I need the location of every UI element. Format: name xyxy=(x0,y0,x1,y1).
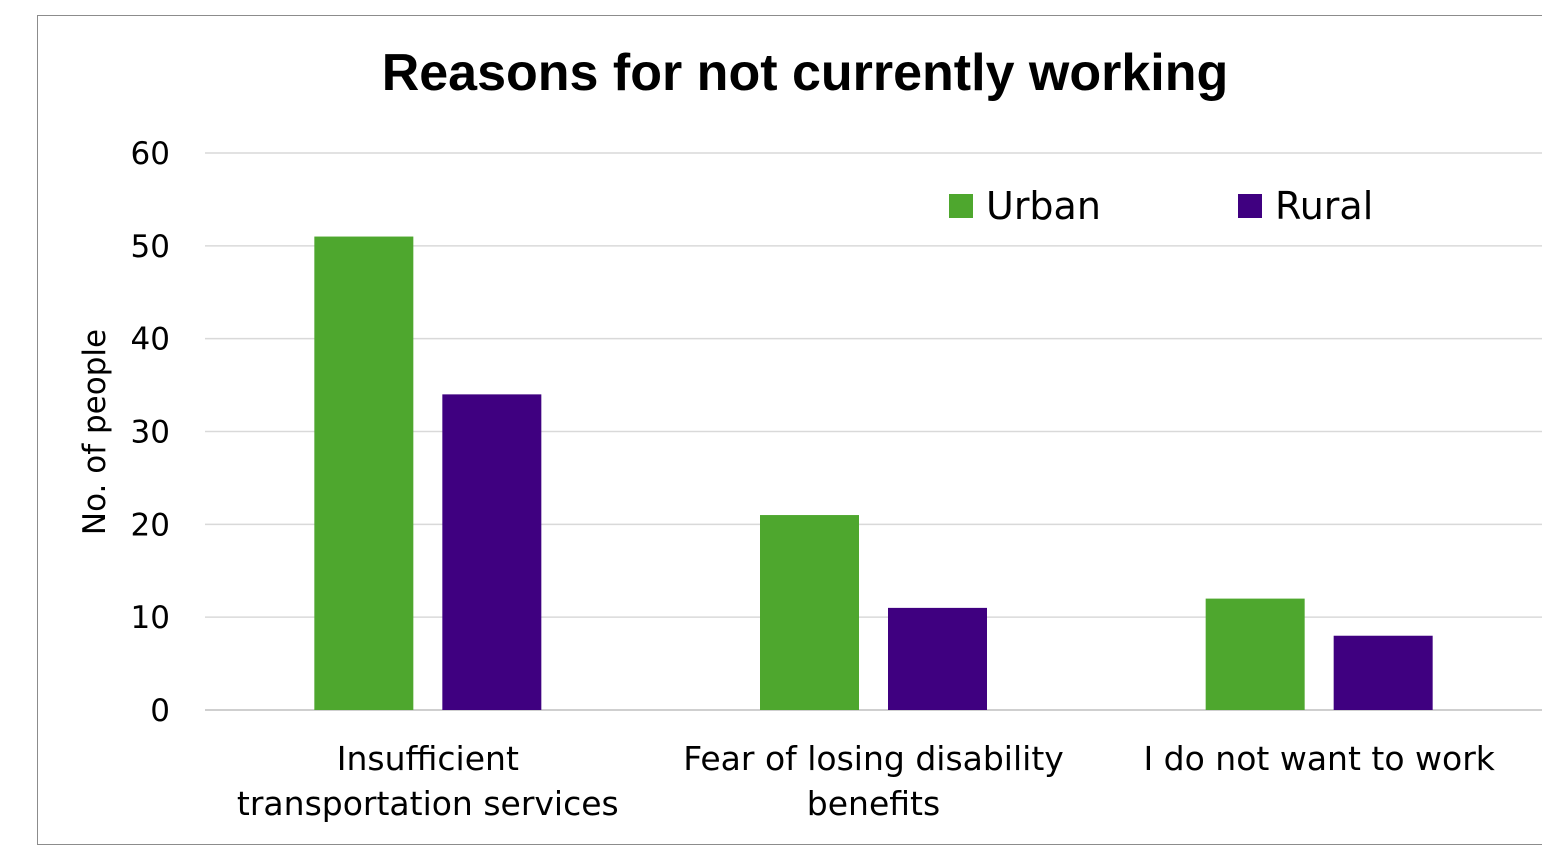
bar-urban xyxy=(314,236,414,711)
y-tick-label: 40 xyxy=(131,322,170,358)
y-tick-label: 30 xyxy=(131,415,170,451)
legend-label-rural: Rural xyxy=(1275,184,1373,228)
x-axis-labels: Insufficient transportation services Fear … xyxy=(237,739,1496,823)
bar-chart: Reasons for not currently working 0 10 20 3… xyxy=(77,44,1542,823)
y-tick-label: 50 xyxy=(131,229,170,265)
legend-label-urban: Urban xyxy=(986,184,1101,228)
x-tick-label: Insufficient transportation services xyxy=(237,739,619,823)
bar-rural xyxy=(442,394,542,710)
bar-rural xyxy=(888,607,987,710)
y-axis-title: No. of people xyxy=(77,329,113,535)
x-tick-label: I do not want to work xyxy=(1143,739,1495,778)
chart-title: Reasons for not currently working xyxy=(382,44,1229,102)
bar-urban xyxy=(1205,598,1305,710)
legend-swatch-rural xyxy=(1238,194,1262,218)
legend-swatch-urban xyxy=(949,194,973,218)
y-tick-label: 60 xyxy=(131,136,170,172)
bars xyxy=(314,236,1433,711)
y-axis-ticks: 0 10 20 30 40 50 60 xyxy=(131,136,170,729)
legend: Urban Rural xyxy=(949,184,1373,228)
bar-rural xyxy=(1333,635,1433,710)
y-tick-label: 10 xyxy=(131,600,170,636)
gridlines xyxy=(205,152,1542,711)
x-tick-label: Fear of losing disability benefits xyxy=(683,739,1064,823)
y-tick-label: 0 xyxy=(150,693,170,729)
bar-urban xyxy=(760,515,859,710)
y-tick-label: 20 xyxy=(131,507,170,543)
